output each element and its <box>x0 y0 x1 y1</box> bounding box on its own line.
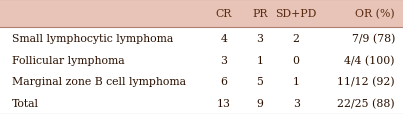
Text: 22/25 (88): 22/25 (88) <box>337 98 395 108</box>
Text: 0: 0 <box>293 55 300 65</box>
Text: Marginal zone B cell lymphoma: Marginal zone B cell lymphoma <box>12 77 186 87</box>
Text: SD+PD: SD+PD <box>276 9 317 19</box>
Text: 5: 5 <box>256 77 264 87</box>
Text: 13: 13 <box>217 98 231 108</box>
Text: 3: 3 <box>220 55 227 65</box>
Text: 1: 1 <box>256 55 264 65</box>
Text: 4/4 (100): 4/4 (100) <box>345 55 395 65</box>
Text: Follicular lymphoma: Follicular lymphoma <box>12 55 125 65</box>
Bar <box>0 0 403 28</box>
Text: OR (%): OR (%) <box>355 9 395 19</box>
Text: 1: 1 <box>293 77 300 87</box>
Text: Small lymphocytic lymphoma: Small lymphocytic lymphoma <box>12 34 173 44</box>
Text: Total: Total <box>12 98 39 108</box>
Text: 3: 3 <box>293 98 300 108</box>
Text: PR: PR <box>252 9 268 19</box>
Text: 6: 6 <box>220 77 227 87</box>
Text: 4: 4 <box>220 34 227 44</box>
Text: 11/12 (92): 11/12 (92) <box>337 77 395 87</box>
Text: 2: 2 <box>293 34 300 44</box>
Text: 3: 3 <box>256 34 264 44</box>
Text: CR: CR <box>216 9 232 19</box>
Text: 9: 9 <box>256 98 264 108</box>
Text: 7/9 (78): 7/9 (78) <box>351 34 395 44</box>
